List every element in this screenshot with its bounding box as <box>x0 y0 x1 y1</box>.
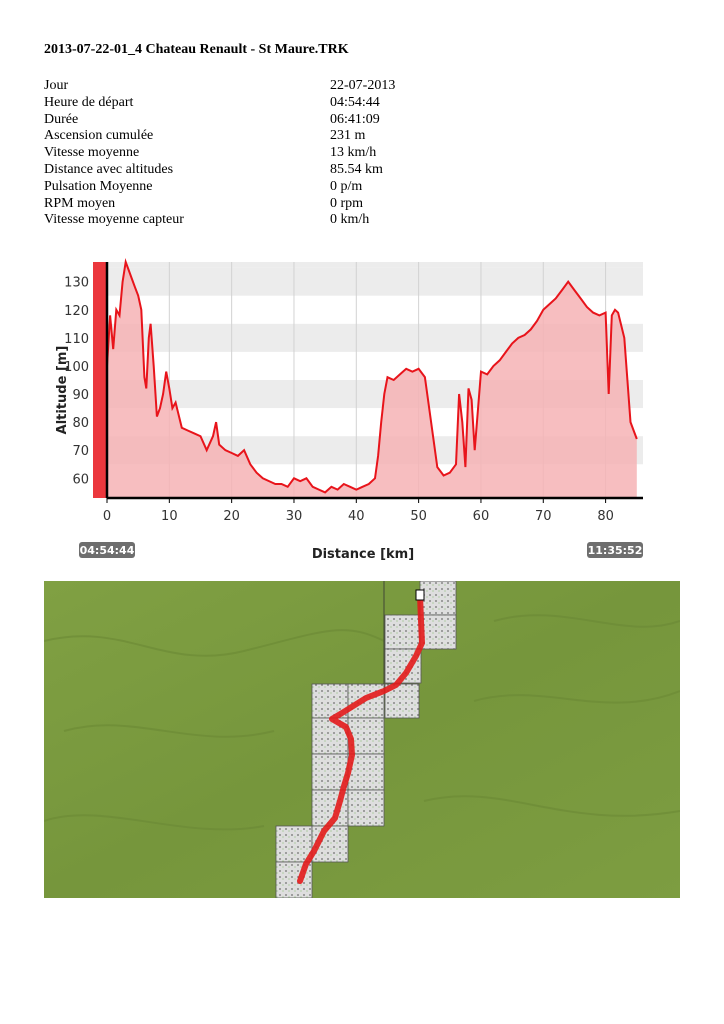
stat-label: Durée <box>44 111 79 127</box>
stat-value: 85.54 km <box>330 161 383 177</box>
stat-value: 231 m <box>330 128 366 144</box>
stat-label: Heure de départ <box>44 94 134 110</box>
x-tick-label: 80 <box>597 509 614 524</box>
y-tick-label: 70 <box>72 444 89 459</box>
y-tick-labels: 60 70 80 90 100 110 120 130 <box>64 276 89 488</box>
grid-band <box>107 262 643 268</box>
x-tick-label: 40 <box>348 509 365 524</box>
stat-value: 0 p/m <box>330 178 363 194</box>
x-tick-label: 30 <box>286 509 303 524</box>
terrain-relief <box>44 614 680 831</box>
stat-value: 22-07-2013 <box>330 78 396 93</box>
stat-label: Pulsation Moyenne <box>44 178 153 194</box>
stat-value: 13 km/h <box>330 145 377 161</box>
stat-label: Distance avec altitudes <box>44 161 174 177</box>
stat-value: 06:41:09 <box>330 111 380 127</box>
x-tick-label: 70 <box>535 509 552 524</box>
stat-row: Vitesse moyenne capteur 0 km/h <box>44 212 444 229</box>
x-tick-label: 50 <box>410 509 427 524</box>
stat-row: Pulsation Moyenne 0 p/m <box>44 179 444 196</box>
y-tick-label: 130 <box>64 276 89 291</box>
y-tick-label: 120 <box>64 304 89 319</box>
stat-row: Durée 06:41:09 <box>44 112 444 129</box>
stats-table: Jour 22-07-2013 Heure de départ 04:54:44… <box>44 78 444 229</box>
y-axis-gradient-bar <box>93 262 107 498</box>
altitude-profile-chart: 0 10 20 30 40 50 60 70 80 60 70 80 90 100 110 120 130 D… <box>55 258 643 562</box>
route-map <box>44 581 680 898</box>
end-time-badge-bg <box>587 542 643 558</box>
x-axis-title: Distance [km] <box>312 547 414 562</box>
stat-row: Jour 22-07-2013 <box>44 78 444 95</box>
route-start-marker-icon <box>415 589 425 601</box>
document-title: 2013-07-22-01_4 Chateau Renault - St Mau… <box>44 42 349 57</box>
route-track <box>297 592 425 884</box>
y-tick-label: 90 <box>72 388 89 403</box>
x-tick-labels: 0 10 20 30 40 50 60 70 80 <box>103 498 614 524</box>
y-tick-label: 100 <box>64 360 89 375</box>
y-tick-label: 60 <box>72 472 89 487</box>
x-tick-label: 0 <box>103 509 111 524</box>
start-time-badge: 04:54:44 <box>79 542 135 558</box>
stat-label: Vitesse moyenne capteur <box>44 212 184 228</box>
stat-row: Distance avec altitudes 85.54 km <box>44 162 444 179</box>
altitude-line <box>106 258 638 494</box>
end-time-label: 11:35:52 <box>588 544 643 557</box>
start-time-label: 04:54:44 <box>80 544 135 557</box>
stat-label: Ascension cumulée <box>44 128 154 144</box>
stat-row: Vitesse moyenne 13 km/h <box>44 145 444 162</box>
stat-label: Vitesse moyenne <box>44 145 140 161</box>
x-tick-label: 10 <box>161 509 178 524</box>
end-time-badge: 11:35:52 <box>587 542 643 558</box>
grid-band <box>107 267 643 296</box>
stat-label: RPM moyen <box>44 195 116 211</box>
chart-axes <box>93 262 643 500</box>
stat-row: RPM moyen 0 rpm <box>44 196 444 213</box>
y-axis-title: Altitude [m] <box>55 346 70 435</box>
stat-value: 0 km/h <box>330 212 370 228</box>
stat-label: Jour <box>44 78 69 93</box>
stat-value: 04:54:44 <box>330 94 380 110</box>
altitude-area <box>107 262 637 498</box>
x-tick-label: 20 <box>223 509 240 524</box>
start-time-badge-bg <box>79 542 135 558</box>
stat-row: Ascension cumulée 231 m <box>44 128 444 145</box>
y-tick-label: 110 <box>64 332 89 347</box>
y-tick-label: 80 <box>72 416 89 431</box>
x-tick-label: 60 <box>473 509 490 524</box>
stat-value: 0 rpm <box>330 195 364 211</box>
stat-row: Heure de départ 04:54:44 <box>44 95 444 112</box>
